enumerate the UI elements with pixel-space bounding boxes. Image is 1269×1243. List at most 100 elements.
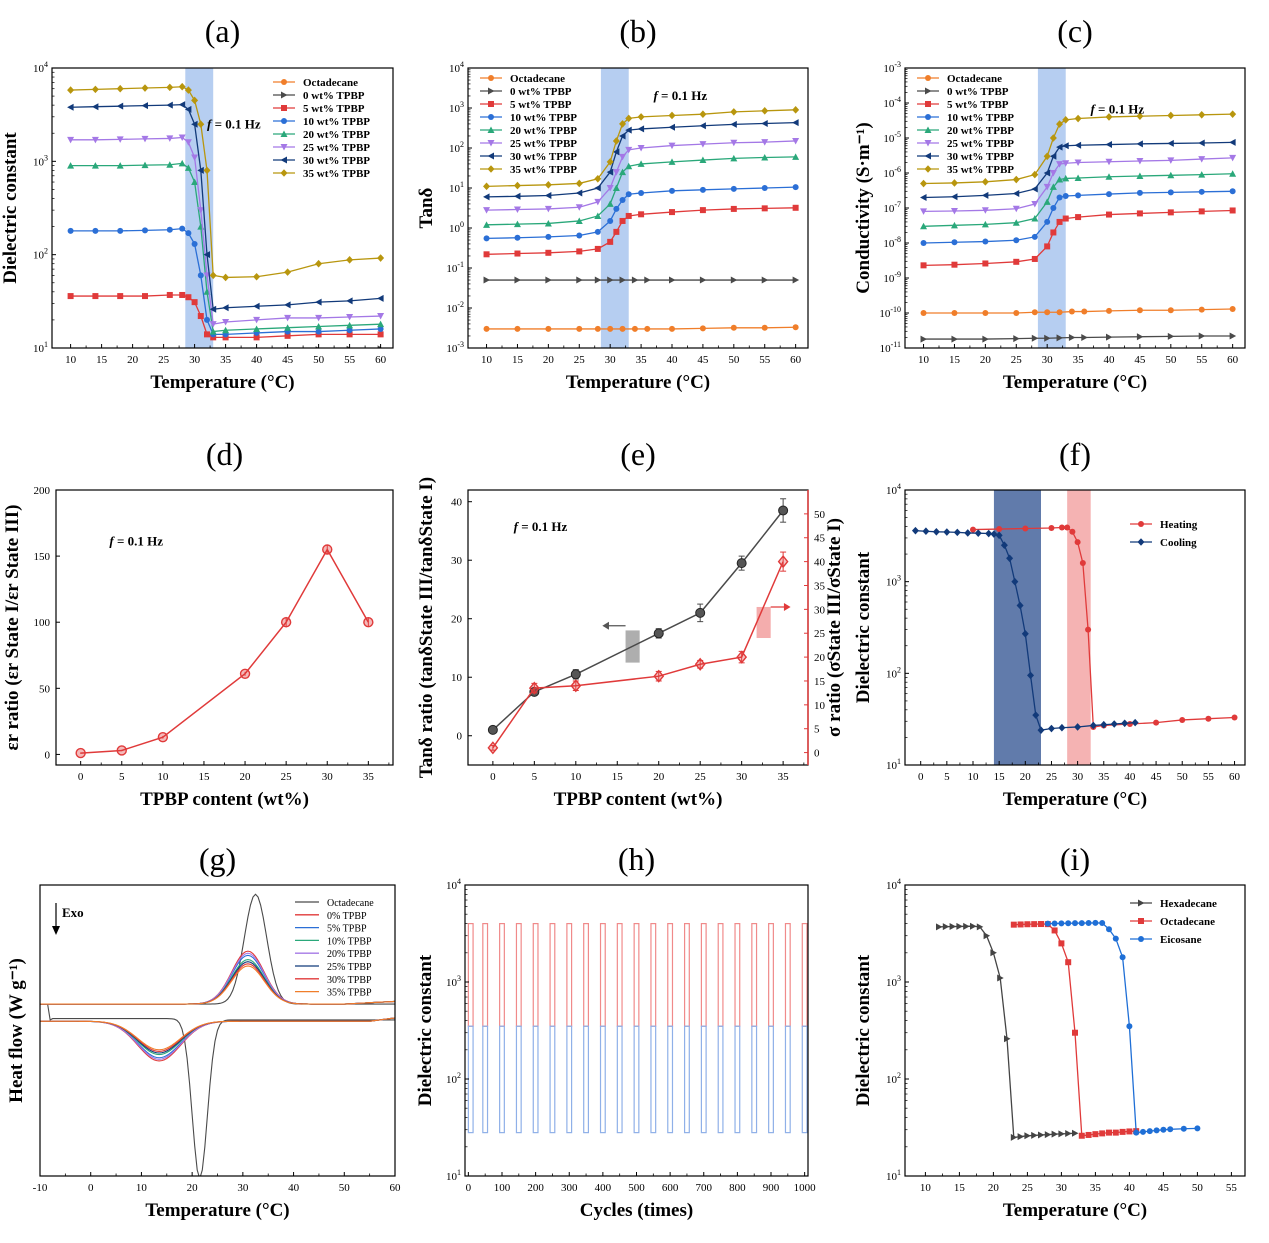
y-tick-label: 10-10 — [879, 305, 901, 320]
data-point — [514, 276, 521, 284]
data-point — [761, 324, 768, 331]
data-point — [1062, 160, 1070, 167]
data-point — [322, 544, 333, 555]
x-tick-label: 35 — [636, 354, 648, 366]
data-point — [377, 313, 385, 320]
data-point — [1013, 237, 1020, 244]
data-point — [1136, 307, 1143, 314]
data-point — [514, 250, 521, 257]
data-point — [1056, 309, 1063, 316]
data-point — [117, 293, 124, 300]
data-point — [67, 162, 75, 169]
data-point — [315, 322, 323, 330]
data-point — [1016, 601, 1024, 610]
panel-e: (e) 0 5 10 15 20 25 30 35 0 10 20 30 40 TPBP content (… — [416, 436, 845, 810]
data-point — [545, 249, 552, 256]
data-point — [377, 294, 384, 302]
y2-tick-label: 10 — [814, 700, 826, 712]
x-axis-title: Temperature (°C) — [1003, 1200, 1147, 1221]
cycle-bar-high — [667, 923, 674, 1027]
data-point — [191, 299, 198, 306]
series-0 — [936, 922, 1079, 1141]
data-point — [179, 291, 186, 298]
data-point — [166, 291, 173, 298]
x-tick-label: 400 — [595, 1182, 612, 1194]
data-point — [1121, 719, 1129, 728]
data-point — [166, 226, 173, 233]
data-point — [1031, 185, 1038, 193]
data-point — [191, 178, 199, 186]
data-point — [528, 681, 540, 695]
data-point — [1038, 1131, 1045, 1139]
series-4 — [67, 159, 385, 335]
data-point — [1065, 1130, 1072, 1138]
data-point — [638, 211, 645, 218]
x-tick-label: 35 — [220, 354, 232, 366]
data-point — [483, 193, 490, 201]
data-point — [1229, 138, 1236, 146]
cycle-bar-high — [734, 923, 741, 1027]
panel-letter: (b) — [619, 13, 656, 49]
x-tick-label: 0 — [466, 1182, 472, 1194]
legend-item: Octadecane — [480, 73, 565, 85]
legend-label: 25 wt% TPBP — [947, 138, 1014, 150]
x-tick-label: 25 — [1022, 1182, 1034, 1194]
data-point — [668, 123, 675, 131]
legend-item: 25% TPBP — [295, 962, 372, 973]
data-point — [575, 204, 583, 211]
y-tick-label: 10-3 — [446, 340, 464, 355]
legend-marker — [280, 156, 287, 164]
x-tick-label: 10 — [157, 771, 169, 783]
plot-frame — [904, 489, 1246, 766]
x-tick-label: 15 — [198, 771, 210, 783]
data-point — [619, 276, 627, 284]
y-tick-label: 101 — [886, 757, 901, 772]
x-tick-label: 45 — [1151, 771, 1163, 783]
data-point — [91, 85, 99, 94]
series-line — [486, 326, 796, 330]
data-point — [1012, 219, 1020, 226]
cooling-curve — [40, 1017, 395, 1056]
data-point — [1085, 919, 1092, 926]
data-point — [990, 949, 997, 957]
data-point — [141, 84, 149, 92]
legend-label: Cooling — [1160, 537, 1197, 549]
data-point — [209, 305, 217, 313]
data-point — [209, 328, 217, 335]
data-point — [544, 219, 552, 227]
legend-label: 5 wt% TPBP — [510, 99, 572, 111]
data-point — [625, 146, 633, 154]
data-point — [197, 120, 205, 128]
x-tick-label: 30 — [736, 771, 748, 783]
plot-frame — [904, 884, 1246, 1177]
legend-marker — [281, 79, 287, 85]
legend-marker — [1137, 538, 1145, 546]
data-point — [545, 325, 552, 332]
legend-marker — [925, 101, 931, 107]
legend-marker — [925, 114, 931, 120]
legend-label: Octadecane — [1160, 916, 1215, 928]
data-point — [377, 345, 383, 348]
data-point — [1074, 141, 1082, 149]
data-point — [792, 276, 800, 284]
data-point — [1012, 175, 1020, 184]
data-point — [911, 526, 919, 535]
plot-frame — [904, 67, 1246, 349]
data-point — [1049, 134, 1057, 142]
y-tick-label: 101 — [449, 180, 464, 195]
y-tick-label: 50 — [39, 683, 51, 695]
series-line — [923, 308, 1233, 314]
data-point — [575, 217, 583, 224]
data-point — [284, 314, 292, 322]
data-point — [1012, 205, 1020, 213]
y-tick-label: 0 — [457, 731, 463, 743]
data-point — [613, 205, 620, 212]
x-tick-label: 5 — [532, 771, 538, 783]
data-point — [1037, 726, 1045, 734]
x-tick-label: 700 — [696, 1182, 713, 1194]
data-point — [1031, 1131, 1038, 1139]
data-point — [1044, 1131, 1052, 1139]
y-tick-label: 104 — [446, 877, 461, 892]
data-point — [222, 334, 229, 341]
data-point — [668, 142, 676, 150]
